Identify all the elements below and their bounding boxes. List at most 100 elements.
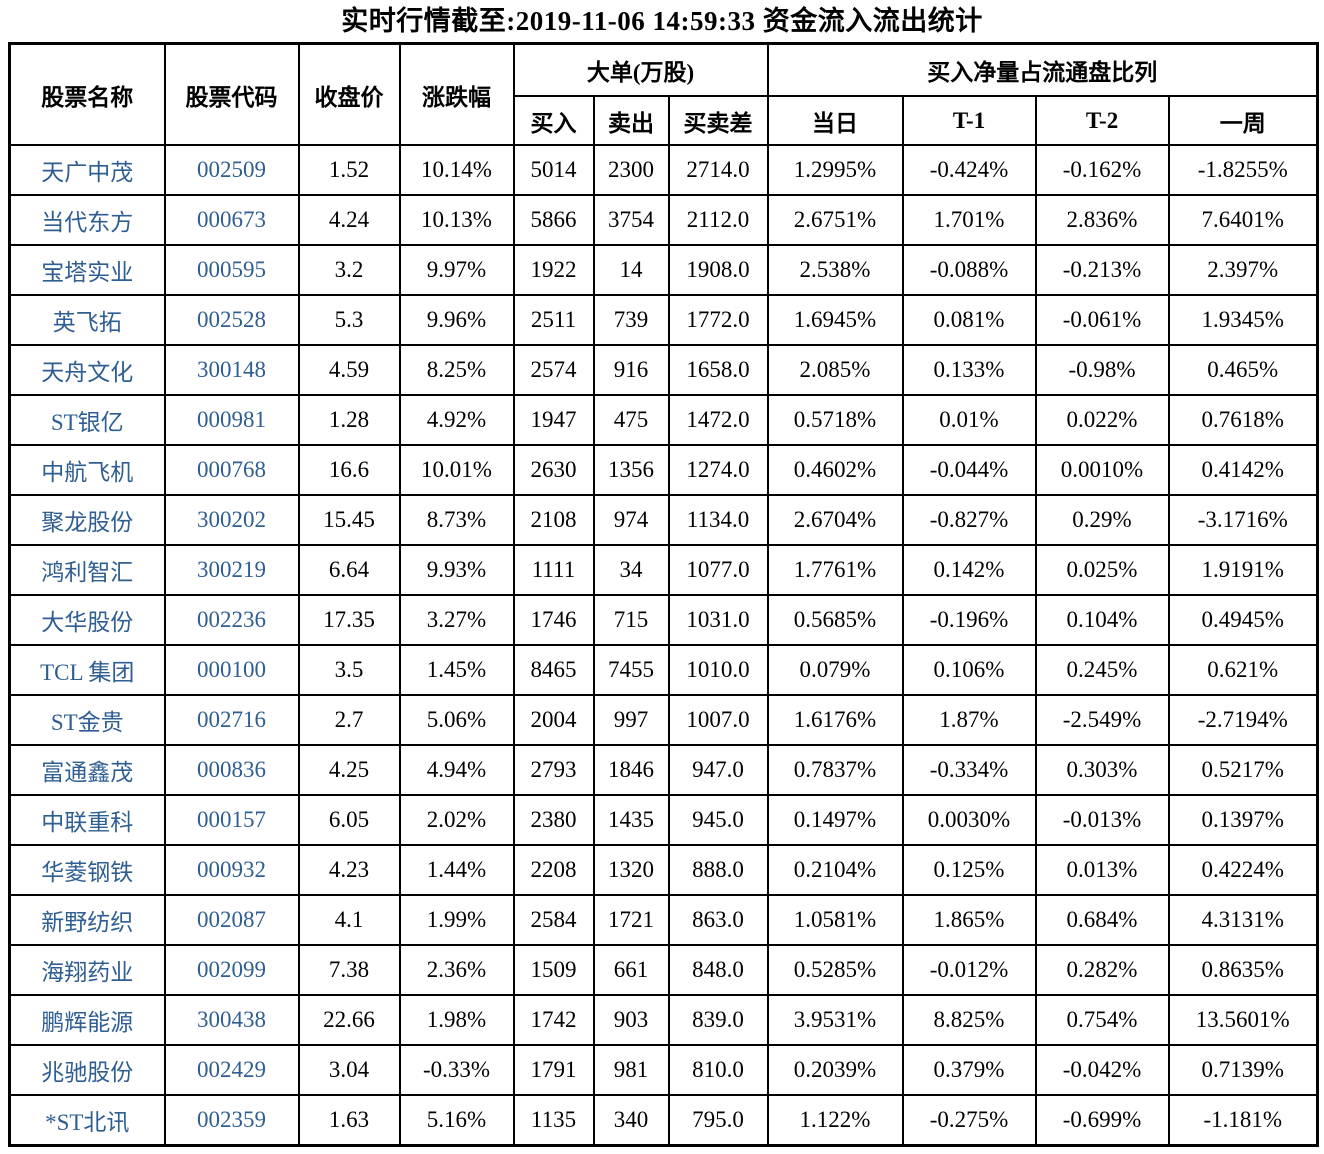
col-header-t-minus-2: T-2 xyxy=(1034,95,1170,146)
ratio-t1-cell: 1.865% xyxy=(901,894,1037,946)
ratio-t1-cell: -0.012% xyxy=(901,944,1037,996)
stock-name-cell: TCL 集团 xyxy=(8,644,166,696)
ratio-today-cell: 0.7837% xyxy=(766,744,904,796)
sell-volume-cell: 340 xyxy=(592,1094,670,1147)
close-price-cell: 1.28 xyxy=(297,394,401,446)
ratio-t2-cell: -0.042% xyxy=(1034,1044,1170,1096)
table-row: 聚龙股份 300202 15.45 8.73% 2108 974 1134.0 2.6704%… xyxy=(8,494,1319,546)
ratio-today-cell: 1.7761% xyxy=(766,544,904,596)
buy-volume-cell: 1111 xyxy=(512,544,595,596)
ratio-week-cell: 7.6401% xyxy=(1167,194,1319,246)
stock-name-cell: 兆驰股份 xyxy=(8,1044,166,1096)
ratio-today-cell: 1.2995% xyxy=(766,144,904,196)
sell-volume-cell: 1721 xyxy=(592,894,670,946)
close-price-cell: 2.7 xyxy=(297,694,401,746)
stock-name-cell: ST银亿 xyxy=(8,394,166,446)
ratio-t2-cell: 0.0010% xyxy=(1034,444,1170,496)
close-price-cell: 1.63 xyxy=(297,1094,401,1147)
stock-code-cell: 300202 xyxy=(163,494,300,546)
buy-volume-cell: 2630 xyxy=(512,444,595,496)
stock-table: 股票名称 股票代码 收盘价 涨跌幅 大单(万股) 买入净量占流通盘比列 买入 卖… xyxy=(8,42,1320,1147)
buy-volume-cell: 1791 xyxy=(512,1044,595,1096)
ratio-week-cell: 4.3131% xyxy=(1167,894,1319,946)
stock-name-cell: 当代东方 xyxy=(8,194,166,246)
buy-volume-cell: 2208 xyxy=(512,844,595,896)
change-pct-cell: 3.27% xyxy=(398,594,515,646)
table-row: 当代东方 000673 4.24 10.13% 5866 3754 2112.0 2.6751… xyxy=(8,194,1319,246)
stock-code-cell: 002087 xyxy=(163,894,300,946)
close-price-cell: 3.04 xyxy=(297,1044,401,1096)
ratio-today-cell: 0.4602% xyxy=(766,444,904,496)
ratio-today-cell: 1.0581% xyxy=(766,894,904,946)
change-pct-cell: 10.01% xyxy=(398,444,515,496)
table-row: *ST北讯 002359 1.63 5.16% 1135 340 795.0 1.122% -0… xyxy=(8,1094,1319,1147)
stock-name-cell: 新野纺织 xyxy=(8,894,166,946)
ratio-today-cell: 2.538% xyxy=(766,244,904,296)
close-price-cell: 7.38 xyxy=(297,944,401,996)
col-group-net-buy-ratio: 买入净量占流通盘比列 xyxy=(766,42,1319,97)
ratio-week-cell: 0.621% xyxy=(1167,644,1319,696)
col-header-buy: 买入 xyxy=(512,95,595,146)
sell-volume-cell: 1846 xyxy=(592,744,670,796)
ratio-t1-cell: -0.275% xyxy=(901,1094,1037,1147)
change-pct-cell: 1.45% xyxy=(398,644,515,696)
buy-sell-diff-cell: 1077.0 xyxy=(667,544,769,596)
change-pct-cell: 9.93% xyxy=(398,544,515,596)
buy-sell-diff-cell: 795.0 xyxy=(667,1094,769,1147)
stock-code-cell: 300438 xyxy=(163,994,300,1046)
ratio-week-cell: 0.465% xyxy=(1167,344,1319,396)
close-price-cell: 6.64 xyxy=(297,544,401,596)
ratio-t1-cell: -0.827% xyxy=(901,494,1037,546)
ratio-week-cell: 0.4945% xyxy=(1167,594,1319,646)
stock-name-cell: 聚龙股份 xyxy=(8,494,166,546)
sell-volume-cell: 475 xyxy=(592,394,670,446)
buy-volume-cell: 2793 xyxy=(512,744,595,796)
ratio-t1-cell: -0.196% xyxy=(901,594,1037,646)
stock-code-cell: 002429 xyxy=(163,1044,300,1096)
close-price-cell: 5.3 xyxy=(297,294,401,346)
ratio-t2-cell: 0.245% xyxy=(1034,644,1170,696)
stock-name-cell: 大华股份 xyxy=(8,594,166,646)
stock-name-cell: 富通鑫茂 xyxy=(8,744,166,796)
close-price-cell: 4.25 xyxy=(297,744,401,796)
sell-volume-cell: 2300 xyxy=(592,144,670,196)
ratio-week-cell: -1.8255% xyxy=(1167,144,1319,196)
ratio-t2-cell: 0.104% xyxy=(1034,594,1170,646)
close-price-cell: 1.52 xyxy=(297,144,401,196)
stock-name-cell: 华菱钢铁 xyxy=(8,844,166,896)
header-group-row: 股票名称 股票代码 收盘价 涨跌幅 大单(万股) 买入净量占流通盘比列 xyxy=(8,42,1319,146)
close-price-cell: 16.6 xyxy=(297,444,401,496)
page-title: 实时行情截至:2019-11-06 14:59:33 资金流入流出统计 xyxy=(341,6,983,36)
ratio-t1-cell: 0.133% xyxy=(901,344,1037,396)
ratio-t2-cell: -0.699% xyxy=(1034,1094,1170,1147)
buy-sell-diff-cell: 1007.0 xyxy=(667,694,769,746)
close-price-cell: 4.59 xyxy=(297,344,401,396)
ratio-week-cell: 0.7139% xyxy=(1167,1044,1319,1096)
stock-code-cell: 000981 xyxy=(163,394,300,446)
ratio-t1-cell: 0.106% xyxy=(901,644,1037,696)
ratio-week-cell: 0.1397% xyxy=(1167,794,1319,846)
ratio-week-cell: -3.1716% xyxy=(1167,494,1319,546)
buy-volume-cell: 2511 xyxy=(512,294,595,346)
table-row: 英飞拓 002528 5.3 9.96% 2511 739 1772.0 1.6945% 0.0… xyxy=(8,294,1319,346)
stock-name-cell: 鸿利智汇 xyxy=(8,544,166,596)
col-header-t-minus-1: T-1 xyxy=(901,95,1037,146)
ratio-t1-cell: 0.081% xyxy=(901,294,1037,346)
col-header-today: 当日 xyxy=(766,95,904,146)
stock-code-cell: 000932 xyxy=(163,844,300,896)
buy-sell-diff-cell: 839.0 xyxy=(667,994,769,1046)
buy-sell-diff-cell: 945.0 xyxy=(667,794,769,846)
ratio-week-cell: 1.9345% xyxy=(1167,294,1319,346)
ratio-t1-cell: -0.334% xyxy=(901,744,1037,796)
table-row: 大华股份 002236 17.35 3.27% 1746 715 1031.0 0.5685%… xyxy=(8,594,1319,646)
ratio-t2-cell: -0.061% xyxy=(1034,294,1170,346)
sell-volume-cell: 661 xyxy=(592,944,670,996)
change-pct-cell: -0.33% xyxy=(398,1044,515,1096)
close-price-cell: 22.66 xyxy=(297,994,401,1046)
sell-volume-cell: 981 xyxy=(592,1044,670,1096)
stock-code-cell: 000673 xyxy=(163,194,300,246)
table-row: 富通鑫茂 000836 4.25 4.94% 2793 1846 947.0 0.7837% -… xyxy=(8,744,1319,796)
table-row: ST金贵 002716 2.7 5.06% 2004 997 1007.0 1.6176% 1.… xyxy=(8,694,1319,746)
table-header: 股票名称 股票代码 收盘价 涨跌幅 大单(万股) 买入净量占流通盘比列 买入 卖… xyxy=(8,42,1319,146)
buy-sell-diff-cell: 810.0 xyxy=(667,1044,769,1096)
